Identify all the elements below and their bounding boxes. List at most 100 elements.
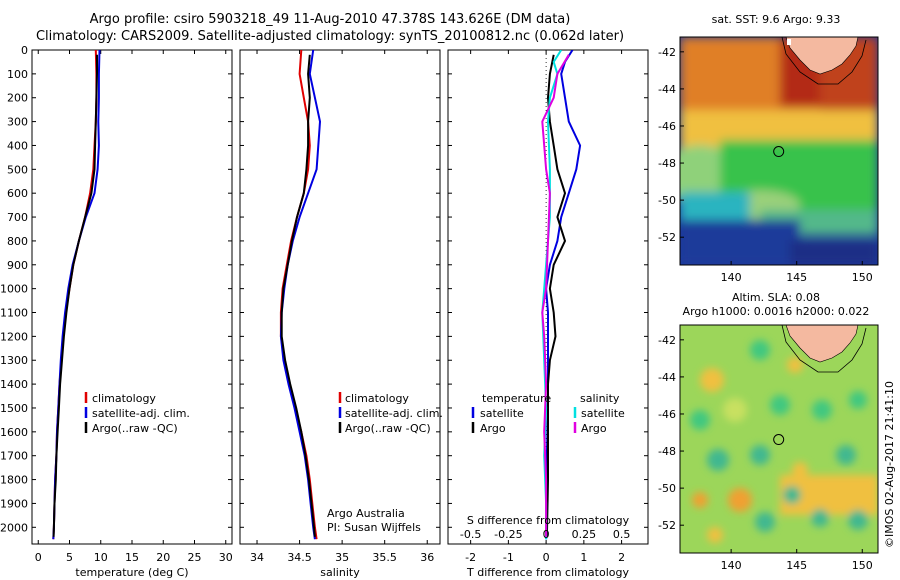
x-tick-label: -2: [465, 551, 476, 564]
sla-field: [680, 325, 878, 553]
difference-profiles: [541, 50, 582, 544]
x-tick-label: -1: [503, 551, 514, 564]
depth-tick-label: 100: [7, 68, 28, 81]
legend-label-argo: Argo(..raw -QC): [345, 422, 431, 435]
lon-tick-label: 145: [786, 559, 807, 572]
difference-panel: -2 -1 0 1 2 S difference from climatology -0…: [447, 49, 649, 579]
s-diff-tick-label: -0.5: [460, 528, 481, 541]
lon-tick-label: 140: [721, 559, 742, 572]
profile-line: [545, 54, 566, 537]
temperature-axis: 0 5 10 15 20 25 30: [35, 50, 233, 564]
figure-title-line-2: Climatology: CARS2009. Satellite-adjuste…: [35, 29, 625, 44]
s-difference-ticklabels: -0.5 -0.25 0 0.25 0.5: [460, 528, 630, 541]
depth-tick-label: 1200: [0, 330, 28, 343]
temperature-legend: climatology satellite-adj. clim. Argo(..…: [84, 392, 190, 435]
lat-tick-label: -42: [658, 334, 676, 347]
difference-depth-ticks: [448, 49, 648, 528]
salinity-axis: 34 34.5 35 35.5 36: [250, 50, 434, 564]
depth-tick-label: 200: [7, 92, 28, 105]
x-tick-label: 20: [156, 551, 170, 564]
lat-tick-label: -44: [658, 83, 676, 96]
t-difference-xlabel: T difference from climatology: [466, 566, 629, 579]
imos-timestamp: ©IMOS 02-Aug-2017 21:41:10: [883, 381, 896, 548]
float-position-marker: [773, 146, 785, 158]
x-tick-label: 5: [66, 551, 73, 564]
salinity-xlabel: salinity: [320, 566, 360, 579]
x-tick-label: 30: [219, 551, 233, 564]
lat-tick-label: -50: [658, 194, 676, 207]
depth-tick-label: 1600: [0, 426, 28, 439]
s-difference-label: S difference from climatology: [467, 514, 630, 527]
lon-tick-label: 145: [786, 271, 807, 284]
depth-tick-label: 400: [7, 139, 28, 152]
s-diff-tick-label: 0.25: [572, 528, 597, 541]
depth-tick-label: 900: [7, 259, 28, 272]
lon-tick-label: 140: [721, 271, 742, 284]
legend-label-satellite: satellite-adj. clim.: [345, 407, 443, 420]
float-position-marker: [773, 434, 785, 446]
depth-tick-label: 1400: [0, 378, 28, 391]
lat-tick-label: -48: [658, 445, 676, 458]
salinity-plot-frame: [239, 49, 441, 545]
depth-tick-label: 0: [21, 44, 28, 57]
lat-tick-label: -48: [658, 157, 676, 170]
depth-tick-label: 1000: [0, 283, 28, 296]
sst-map: sat. SST: 9.6 Argo: 9.33 140 145 1: [658, 13, 879, 284]
lat-tick-label: -46: [658, 120, 676, 133]
legend-label-sal-satellite: satellite: [581, 407, 625, 420]
temperature-xlabel: temperature (deg C): [75, 566, 188, 579]
sla-map-subtitle: Argo h1000: 0.0016 h2000: 0.022: [683, 305, 870, 318]
legend-label-sal-argo: Argo: [581, 422, 607, 435]
s-diff-tick-label: 0: [543, 528, 550, 541]
x-tick-label: 1: [580, 551, 587, 564]
depth-tick-label: 1800: [0, 474, 28, 487]
sst-map-title: sat. SST: 9.6 Argo: 9.33: [712, 13, 841, 26]
salinity-profiles: [279, 50, 321, 540]
legend-label-temp-satellite: satellite: [480, 407, 524, 420]
depth-tick-label: 800: [7, 235, 28, 248]
legend-title-salinity: salinity: [580, 392, 620, 405]
figure-title-line-1: Argo profile: csiro 5903218_49 11-Aug-20…: [89, 12, 571, 27]
difference-legend: temperature satellite Argo salinity sate…: [471, 392, 625, 435]
legend-label-satellite: satellite-adj. clim.: [92, 407, 190, 420]
lat-tick-label: -46: [658, 408, 676, 421]
legend-title-temperature: temperature: [482, 392, 551, 405]
depth-tick-label: 500: [7, 163, 28, 176]
x-tick-label: 0: [35, 551, 42, 564]
x-tick-label: 15: [125, 551, 139, 564]
s-diff-tick-label: -0.25: [494, 528, 522, 541]
sla-map: Altim. SLA: 0.08 Argo h1000: 0.0016 h200…: [658, 291, 879, 572]
sla-map-axes: 140 145 150 -42 -44 -46 -48 -50 -52: [658, 334, 873, 572]
s-diff-tick-label: 0.5: [613, 528, 631, 541]
lat-tick-label: -52: [658, 519, 676, 532]
depth-tick-label: 600: [7, 187, 28, 200]
profile-line: [52, 54, 98, 537]
temperature-profiles: [52, 50, 101, 540]
lat-tick-label: -44: [658, 371, 676, 384]
depth-axis: 0 100 200 300 400 500 600 700 800 900 1000 1100 1200…: [0, 44, 232, 534]
legend-label-argo: Argo(..raw -QC): [92, 422, 178, 435]
lon-tick-label: 150: [852, 559, 873, 572]
x-tick-label: 10: [94, 551, 108, 564]
x-tick-label: 34: [250, 551, 264, 564]
salinity-depth-ticks: [240, 49, 440, 528]
x-tick-label: 25: [188, 551, 202, 564]
legend-label-climatology: climatology: [345, 392, 409, 405]
salinity-panel: 34 34.5 35 35.5 36 salinity climatology sate…: [239, 49, 443, 579]
sla-map-title: Altim. SLA: 0.08: [732, 291, 820, 304]
sla-map-frame: [679, 324, 879, 554]
sst-map-axes: 140 145 150 -42 -44 -46 -48 -50 -52: [658, 46, 873, 284]
x-tick-label: 36: [420, 551, 434, 564]
x-tick-label: 2: [618, 551, 625, 564]
depth-tick-label: 2000: [0, 521, 28, 534]
temperature-panel: 0100200300400500600700800900100011001200…: [0, 44, 233, 579]
x-tick-label: 35.5: [372, 551, 397, 564]
x-tick-label: 0: [543, 551, 550, 564]
x-tick-label: 35: [335, 551, 349, 564]
lat-tick-label: -52: [658, 231, 676, 244]
x-tick-label: 34.5: [287, 551, 312, 564]
lat-tick-label: -42: [658, 46, 676, 59]
temperature-plot-frame: [31, 49, 233, 545]
depth-tick-label: 1100: [0, 307, 28, 320]
